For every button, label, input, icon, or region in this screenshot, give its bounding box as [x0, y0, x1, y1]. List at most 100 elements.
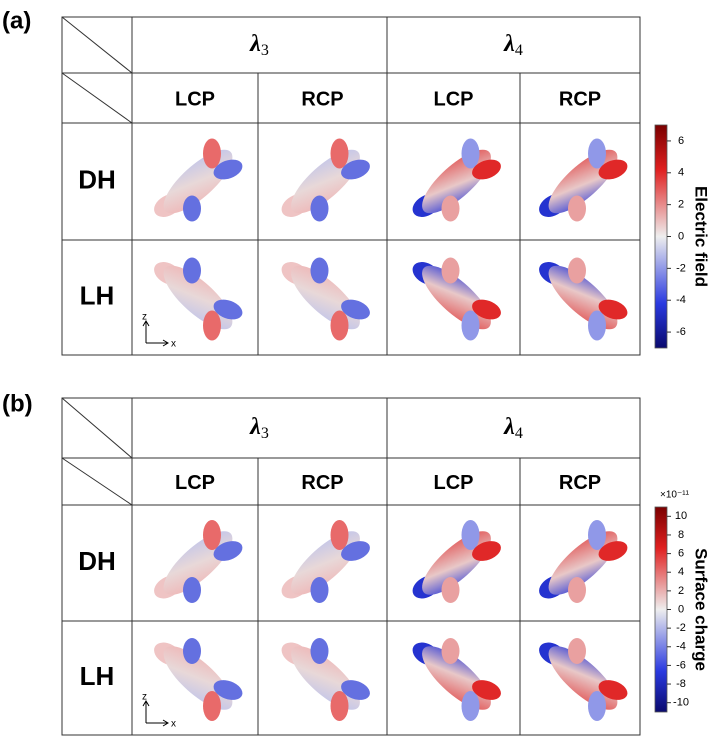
lobe — [568, 577, 586, 603]
lobe — [461, 138, 480, 169]
lobe — [330, 310, 349, 341]
column-header: LCP — [434, 88, 474, 110]
colorbar-tick-label: 0 — [678, 603, 684, 615]
lobe — [441, 638, 460, 664]
lobe — [461, 691, 480, 721]
colorbar-tick-label: 2 — [678, 585, 684, 597]
axis-arrow — [142, 700, 169, 727]
lobe — [441, 195, 460, 222]
lobe — [472, 541, 501, 561]
colorbar-tick-label: 4 — [678, 167, 684, 179]
particle-image — [412, 638, 501, 721]
lobe — [588, 138, 606, 169]
colorbar — [654, 506, 668, 713]
column-header: RCP — [559, 88, 601, 110]
column-header: RCP — [559, 472, 601, 494]
lobe — [213, 680, 243, 700]
axis-label: z — [142, 692, 147, 703]
symbol: λ — [503, 414, 515, 440]
colorbar-tick-label: 4 — [678, 566, 684, 578]
colorbar — [654, 124, 668, 349]
lobe — [588, 691, 606, 721]
row-header: DH — [78, 164, 116, 194]
colorbar-tick-label: 2 — [678, 199, 684, 211]
column-header: LCP — [175, 472, 215, 494]
lobe — [568, 257, 586, 284]
lobe — [310, 257, 329, 284]
column-header: LCP — [434, 472, 474, 494]
column-header: RCP — [301, 472, 343, 494]
particle-image — [539, 520, 628, 603]
colorbar-tick-label: -8 — [676, 678, 686, 690]
lobe — [203, 138, 221, 169]
group-header: λ4 — [503, 414, 523, 442]
axis-label: x — [171, 719, 176, 730]
row-header: LH — [80, 280, 115, 310]
particle-image — [539, 138, 628, 222]
particle-image — [281, 138, 370, 222]
lobe — [472, 680, 501, 700]
colorbar-tick-label: -10 — [673, 697, 689, 709]
colorbar-tick-label: 6 — [678, 547, 684, 559]
group-header: λ3 — [249, 31, 269, 59]
lobe — [183, 638, 201, 664]
lobe — [472, 159, 501, 180]
subscript: 4 — [515, 42, 523, 59]
lobe — [441, 577, 460, 603]
particle-image — [281, 638, 370, 721]
row-header: LH — [80, 661, 115, 691]
lobe — [588, 520, 606, 550]
lobe — [598, 159, 628, 180]
colorbar-tick-label: -2 — [676, 262, 686, 274]
lobe — [341, 680, 370, 700]
lobe — [183, 195, 201, 222]
particle-image — [281, 520, 370, 603]
row-header: DH — [78, 546, 116, 576]
lobe — [461, 520, 480, 550]
particle-image — [412, 138, 501, 222]
colorbar-tick-label: -6 — [676, 326, 686, 338]
lobe — [183, 577, 201, 603]
particle-image — [154, 138, 243, 222]
colorbar-multiplier: ×10⁻¹¹ — [660, 490, 690, 501]
lobe — [310, 638, 329, 664]
lobe — [441, 257, 460, 284]
particle-image — [281, 257, 370, 341]
lobe — [568, 638, 586, 664]
colorbar-tick-label: 8 — [678, 529, 684, 541]
lobe — [598, 680, 628, 700]
lobe — [341, 159, 370, 180]
colorbar-title: Electric field — [692, 186, 709, 287]
particle-image — [539, 257, 628, 341]
lobe — [310, 577, 329, 603]
particle-image — [154, 520, 243, 603]
axis-arrow — [142, 320, 169, 347]
diagonal — [61, 16, 133, 74]
lobe — [461, 310, 480, 341]
table-border — [61, 16, 641, 356]
colorbar-title: Surface charge — [692, 548, 709, 671]
lobe — [213, 159, 243, 180]
colorbar-tick-label: -4 — [676, 294, 686, 306]
column-header: RCP — [301, 88, 343, 110]
colorbar-tick-label: -2 — [676, 622, 686, 634]
colorbar-tick-label: 10 — [675, 510, 687, 522]
panel-label: (a) — [2, 7, 31, 34]
colorbar-tick-label: 0 — [678, 230, 684, 242]
axis-label: x — [171, 339, 176, 350]
table-border — [61, 397, 641, 736]
subscript: 3 — [261, 425, 269, 442]
particle-image — [154, 638, 243, 721]
lobe — [341, 299, 370, 320]
colorbar-tick-label: 6 — [678, 135, 684, 147]
particle-image — [539, 638, 628, 721]
lobe — [472, 299, 501, 320]
lobe — [598, 299, 628, 320]
column-header: LCP — [175, 88, 215, 110]
lobe — [213, 299, 243, 320]
particle-image — [154, 257, 243, 341]
lobe — [203, 520, 221, 550]
